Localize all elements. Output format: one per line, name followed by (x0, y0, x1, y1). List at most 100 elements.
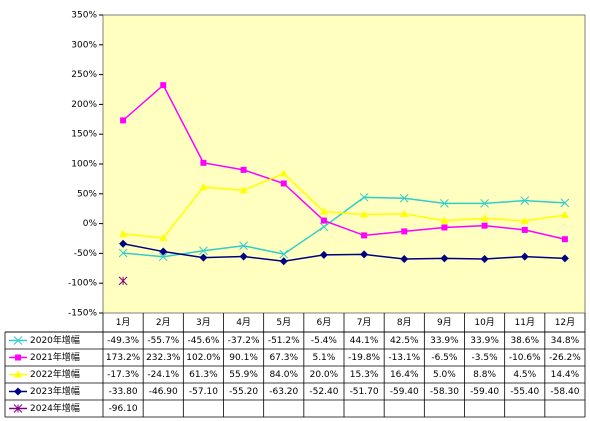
data-point (480, 255, 489, 264)
y-tick-label: 50% (77, 189, 97, 199)
series-line (123, 172, 566, 239)
data-point (280, 180, 287, 187)
table-value: -58.40 (550, 387, 579, 397)
table-value: 15.3% (350, 370, 379, 380)
table-value: -24.1% (147, 370, 179, 380)
x-tick-label: 12月 (555, 317, 575, 328)
data-point (561, 236, 568, 243)
table-value: -13.1% (388, 353, 420, 363)
table-value: -45.6% (187, 336, 219, 346)
data-point (120, 117, 127, 124)
table-value: 33.9% (470, 336, 499, 346)
table-value: 232.3% (146, 353, 181, 363)
y-tick-label: 200% (71, 100, 97, 110)
table-value: -57.10 (189, 387, 218, 397)
data-point (481, 222, 488, 229)
table-value: -55.40 (510, 387, 539, 397)
data-point (320, 217, 327, 224)
legend-marker (13, 336, 23, 345)
table-value: -26.2% (549, 353, 581, 363)
table-value: -49.3% (107, 336, 139, 346)
legend-marker (13, 404, 23, 413)
data-point (319, 207, 328, 215)
data-point (560, 198, 570, 208)
table-value: -46.90 (149, 387, 178, 397)
data-point (360, 210, 369, 218)
y-tick-label: -150% (68, 309, 97, 319)
data-point (319, 222, 329, 232)
table-value: 4.5% (513, 370, 536, 380)
data-point (400, 255, 409, 264)
data-point (279, 257, 288, 266)
table-value: 55.9% (229, 370, 258, 380)
table-value: -3.5% (472, 353, 499, 363)
legend-label: 2024年增幅 (30, 402, 80, 414)
legend-label: 2023年增幅 (30, 385, 80, 397)
data-point (560, 211, 569, 219)
y-tick-label: -50% (74, 249, 98, 259)
data-point (240, 166, 247, 173)
data-point (160, 82, 167, 89)
data-point (359, 192, 369, 202)
table-value: 173.2% (106, 353, 141, 363)
table-value: -6.5% (431, 353, 458, 363)
x-tick-label: 7月 (357, 317, 372, 328)
x-tick-label: 2月 (156, 317, 171, 328)
legend-label: 2022年增幅 (30, 368, 80, 380)
data-point (360, 250, 369, 259)
table-value: 84.0% (269, 370, 298, 380)
plot-area (102, 14, 586, 314)
data-point (520, 252, 529, 261)
legend-marker (15, 354, 21, 361)
data-point (440, 216, 449, 224)
table-value: -52.40 (309, 387, 338, 397)
table-value: 33.9% (430, 336, 459, 346)
data-point (361, 232, 368, 239)
table-value: 61.3% (189, 370, 218, 380)
table-value: 44.1% (350, 336, 379, 346)
data-point (239, 186, 248, 194)
series-line (122, 243, 565, 263)
table-value: -51.2% (268, 336, 300, 346)
table-value: -33.80 (109, 387, 138, 397)
table-value: -17.3% (107, 370, 139, 380)
data-point (199, 183, 208, 191)
table-value: 42.5% (390, 336, 419, 346)
data-point (118, 276, 128, 286)
data-point (520, 196, 530, 205)
x-tick-label: 5月 (276, 317, 291, 328)
table-value: -5.4% (311, 336, 338, 346)
data-point (521, 226, 528, 233)
data-point (200, 159, 207, 166)
data-point (119, 229, 128, 237)
data-point (441, 224, 448, 231)
data-point (400, 209, 409, 217)
data-point (199, 246, 208, 256)
data-point (199, 253, 208, 262)
data-point (440, 254, 449, 263)
data-point (159, 233, 168, 241)
table-value: -55.7% (147, 336, 179, 346)
data-point (440, 199, 449, 208)
legend-marker (14, 370, 22, 378)
x-tick-label: 10月 (474, 317, 494, 328)
x-tick-label: 11月 (515, 317, 535, 328)
data-point (119, 239, 128, 248)
y-tick-label: 100% (71, 160, 97, 170)
data-point (158, 252, 168, 262)
y-tick-label: 150% (71, 130, 97, 140)
table-value: -58.30 (430, 387, 459, 397)
legend-label: 2021年增幅 (30, 351, 80, 363)
legend-label: 2020年增幅 (30, 334, 80, 346)
series-line (123, 196, 565, 258)
data-point (480, 199, 489, 208)
data-point (399, 193, 409, 203)
y-tick-label: 350% (71, 11, 97, 21)
table-value: 5.1% (312, 353, 335, 363)
y-tick-label: 0% (83, 219, 98, 229)
table-value: -59.40 (390, 387, 419, 397)
data-point (239, 241, 248, 251)
x-tick-label: 6月 (317, 317, 332, 328)
data-point (239, 252, 248, 261)
